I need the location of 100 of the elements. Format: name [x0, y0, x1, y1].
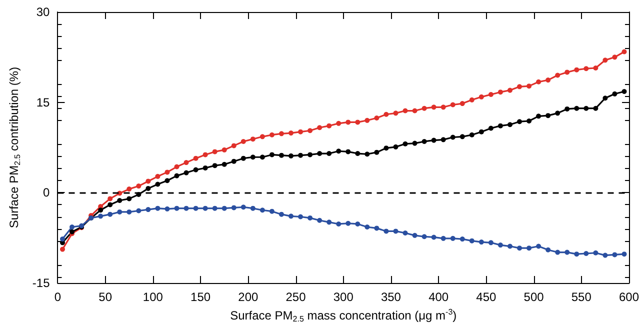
point	[564, 250, 570, 255]
point	[202, 152, 208, 158]
point	[164, 206, 170, 212]
point	[117, 198, 122, 203]
point	[622, 252, 627, 257]
point	[478, 94, 484, 100]
point	[136, 184, 142, 189]
point	[212, 163, 218, 168]
point	[469, 238, 474, 244]
point	[117, 209, 122, 214]
point	[308, 152, 313, 158]
y-tick-label: 30	[36, 5, 50, 19]
point	[393, 110, 398, 116]
point	[222, 147, 227, 152]
x-tick-label: 600	[618, 290, 640, 304]
point	[326, 220, 332, 225]
point	[431, 104, 436, 110]
point	[450, 236, 456, 241]
point	[146, 207, 151, 212]
point	[231, 205, 236, 210]
point	[288, 214, 294, 219]
point	[193, 167, 198, 172]
point	[60, 236, 66, 242]
point	[298, 129, 304, 134]
point	[222, 206, 227, 211]
point	[478, 240, 484, 245]
point	[584, 106, 589, 111]
point	[174, 206, 180, 211]
x-tick-label: 500	[524, 290, 544, 304]
point	[536, 244, 542, 249]
point	[526, 118, 532, 124]
point	[402, 108, 408, 114]
point	[555, 250, 560, 255]
point	[260, 208, 265, 213]
point	[374, 115, 380, 120]
point	[440, 236, 446, 241]
point	[250, 206, 256, 211]
point	[126, 186, 132, 192]
point	[222, 162, 227, 167]
point	[240, 204, 246, 210]
point	[250, 154, 256, 160]
point	[431, 234, 436, 240]
point	[460, 101, 465, 106]
point	[136, 208, 142, 214]
point	[164, 178, 170, 184]
point	[574, 106, 580, 111]
point	[517, 119, 522, 124]
point	[526, 84, 532, 89]
x-tick-label: 150	[190, 290, 211, 304]
point	[336, 221, 342, 226]
point	[393, 228, 398, 234]
x-tick-label: 550	[571, 290, 592, 304]
point	[593, 66, 598, 71]
point	[488, 126, 494, 131]
point	[164, 170, 170, 175]
point	[384, 228, 389, 234]
point	[336, 120, 342, 126]
point	[193, 206, 198, 211]
point	[450, 102, 456, 108]
point	[612, 252, 618, 258]
y-tick-label: 0	[43, 186, 50, 200]
point	[260, 154, 265, 160]
point	[364, 224, 370, 230]
point	[126, 196, 132, 202]
point	[507, 244, 512, 249]
point	[260, 134, 265, 140]
point	[60, 246, 66, 252]
point	[98, 214, 104, 219]
point	[240, 156, 246, 161]
y-tick-label: 15	[36, 95, 50, 110]
y-tick-label: -15	[32, 276, 50, 290]
point	[402, 141, 408, 146]
point	[288, 153, 294, 158]
point	[308, 215, 313, 220]
point	[612, 91, 618, 96]
point	[478, 129, 484, 134]
point	[536, 114, 542, 119]
point	[402, 230, 408, 236]
point	[593, 106, 598, 111]
point	[355, 120, 360, 125]
point	[108, 196, 113, 202]
point	[346, 120, 351, 125]
point	[174, 173, 180, 178]
point	[155, 174, 160, 179]
point	[364, 152, 370, 157]
point	[498, 90, 503, 95]
point	[298, 152, 304, 158]
point	[564, 106, 570, 112]
point	[317, 125, 322, 130]
point	[526, 246, 532, 251]
point	[384, 112, 389, 117]
point	[308, 128, 313, 134]
point	[412, 140, 418, 146]
point	[422, 138, 427, 144]
x-tick-label: 0	[54, 290, 62, 304]
x-tick-label: 350	[380, 290, 402, 304]
point	[498, 242, 503, 248]
point	[184, 160, 189, 166]
x-tick-label: 450	[476, 290, 497, 304]
point	[574, 252, 580, 257]
